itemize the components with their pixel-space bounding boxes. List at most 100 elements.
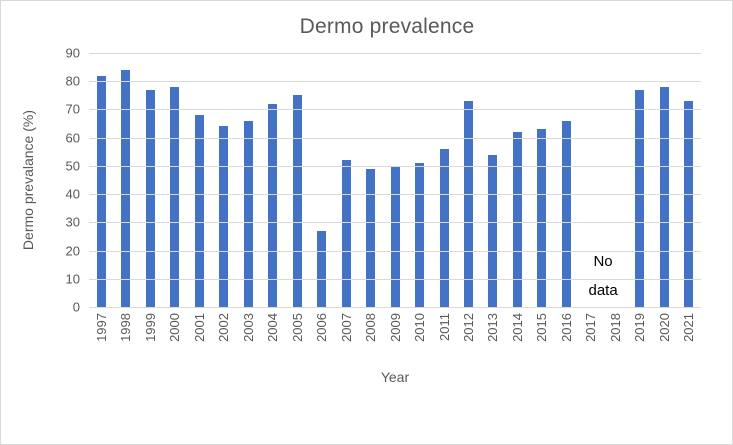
x-tick-label-2002: 2002: [216, 313, 232, 342]
bar-2021: [684, 100, 694, 307]
y-axis-title: Dermo prevalance (%): [20, 109, 36, 251]
chart-title: Dermo prevalence: [299, 15, 475, 38]
x-tick-label-2008: 2008: [363, 313, 379, 342]
x-tick-slot-2003: 2003: [236, 313, 260, 363]
x-tick-label-2014: 2014: [509, 313, 525, 342]
x-tick-slot-2008: 2008: [358, 313, 382, 363]
x-tick-slot-2013: 2013: [481, 313, 505, 363]
bar-2005: [292, 95, 302, 307]
y-tick-label-0: 0: [72, 299, 80, 315]
x-tick-slot-2017: 2017: [579, 313, 603, 363]
x-tick-slot-2015: 2015: [530, 313, 554, 363]
x-tick-slot-2014: 2014: [505, 313, 529, 363]
x-tick-slot-2005: 2005: [285, 313, 309, 363]
category-slot-1997: [89, 53, 113, 307]
x-tick-label-2021: 2021: [681, 313, 697, 342]
gridline-90: [89, 53, 701, 54]
bar-1998: [121, 69, 131, 307]
y-axis-ticks: 0 10 20 30 40 50 60 70 80 90: [43, 46, 89, 315]
x-tick-label-2015: 2015: [534, 313, 550, 342]
x-tick-label-2020: 2020: [656, 313, 672, 342]
x-tick-label-2004: 2004: [265, 313, 281, 342]
category-slot-2015: [530, 53, 554, 307]
y-tick-label-10: 10: [65, 271, 80, 287]
bar-2007: [341, 160, 351, 307]
bar-1999: [145, 89, 155, 307]
x-tick-label-2005: 2005: [289, 313, 305, 342]
category-slot-2008: [358, 53, 382, 307]
no-data-annotation-line: No: [593, 252, 613, 270]
bar-series: [89, 53, 701, 307]
x-tick-slot-2016: 2016: [554, 313, 578, 363]
category-slot-2003: [236, 53, 260, 307]
category-slot-2007: [334, 53, 358, 307]
category-slot-2005: [285, 53, 309, 307]
y-tick-label-50: 50: [65, 158, 80, 174]
bar-2012: [464, 100, 473, 307]
x-tick-slot-2021: 2021: [677, 313, 701, 363]
x-tick-slot-2007: 2007: [334, 313, 358, 363]
x-tick-label-2016: 2016: [558, 313, 574, 342]
category-slot-2010: [407, 53, 431, 307]
category-slot-2004: [260, 53, 284, 307]
plot-area: No data: [89, 53, 701, 308]
bar-2002: [219, 126, 229, 307]
x-tick-slot-2018: 2018: [603, 313, 627, 363]
gridline-30: [89, 222, 701, 224]
bar-2011: [439, 148, 449, 307]
category-slot-2011: [432, 53, 456, 307]
x-tick-label-2018: 2018: [607, 313, 623, 342]
x-tick-label-2007: 2007: [338, 313, 354, 342]
x-tick-slot-1997: 1997: [89, 313, 113, 363]
bar-2015: [537, 129, 547, 307]
gridline-60: [89, 137, 701, 139]
gridline-10: [89, 278, 701, 280]
y-tick-label-30: 30: [65, 214, 80, 230]
x-tick-slot-2006: 2006: [309, 313, 333, 363]
x-tick-label-2003: 2003: [240, 313, 256, 342]
x-tick-label-1998: 1998: [118, 313, 134, 342]
x-tick-label-2001: 2001: [191, 313, 207, 342]
x-tick-label-2010: 2010: [412, 313, 428, 342]
bar-2014: [512, 132, 522, 307]
x-axis-title: Year: [380, 369, 410, 385]
y-tick-label-90: 90: [65, 45, 80, 61]
category-slot-2006: [309, 53, 333, 307]
no-data-annotation: No data: [588, 247, 617, 306]
y-tick-label-70: 70: [65, 101, 80, 117]
gridline-20: [89, 250, 701, 252]
x-tick-slot-2001: 2001: [187, 313, 211, 363]
x-tick-label-2000: 2000: [167, 313, 183, 342]
x-tick-label-2012: 2012: [461, 313, 476, 342]
bar-2004: [268, 103, 278, 307]
bar-2016: [561, 120, 571, 307]
x-tick-slot-2011: 2011: [432, 313, 456, 363]
x-tick-slot-2002: 2002: [211, 313, 235, 363]
x-tick-label-1999: 1999: [142, 313, 158, 342]
x-tick-slot-1998: 1998: [113, 313, 137, 363]
gridline-80: [89, 81, 701, 83]
category-slot-2001: [187, 53, 211, 307]
category-slot-2020: [652, 53, 676, 307]
category-slot-2009: [383, 53, 407, 307]
chart-body: Dermo prevalance (%) 0 10 20 30 40 50 60 70 80 90…: [13, 46, 701, 385]
category-slot-2002: [211, 53, 235, 307]
category-slot-2016: [554, 53, 578, 307]
bar-2010: [415, 163, 425, 307]
bar-2000: [170, 86, 180, 307]
category-slot-2021: [677, 53, 701, 307]
x-tick-slot-2012: 2012: [456, 313, 480, 363]
plot-column: No data 1997 1998 1999 2000 2001 2002 2003 2004 2…: [89, 53, 701, 385]
y-tick-label-80: 80: [65, 73, 80, 89]
gridline-40: [89, 194, 701, 196]
category-slot-1998: [113, 53, 137, 307]
gridline-70: [89, 109, 701, 111]
y-tick-label-60: 60: [65, 130, 80, 146]
category-slot-2013: [481, 53, 505, 307]
bar-2009: [390, 165, 400, 307]
category-slot-1999: [138, 53, 162, 307]
category-slot-2012: [456, 53, 480, 307]
category-slot-2000: [162, 53, 186, 307]
bar-1997: [96, 75, 106, 307]
x-tick-label-2011: 2011: [436, 313, 452, 341]
